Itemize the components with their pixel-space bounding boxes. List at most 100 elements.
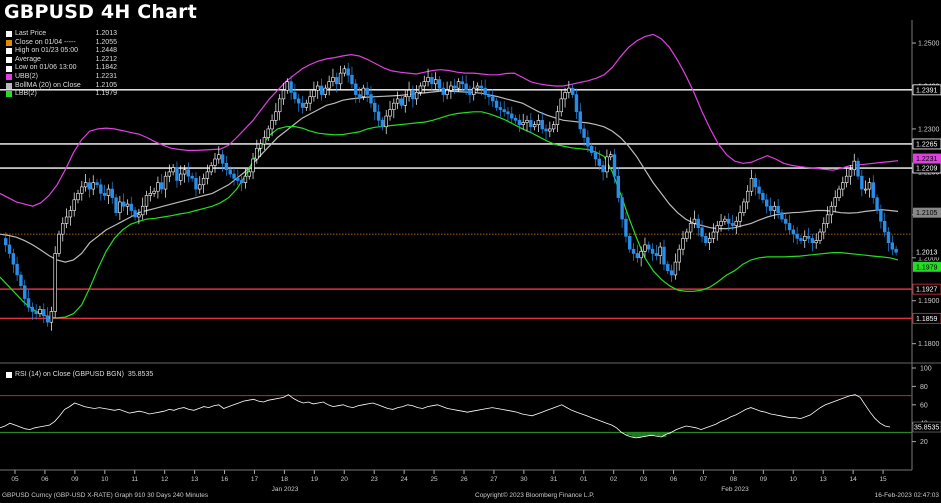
candle-body — [224, 162, 229, 171]
candle-body — [669, 270, 674, 276]
candle-body — [487, 94, 491, 98]
legend-row: High on 01/23 05:00 1.2448 — [6, 47, 117, 56]
candle-body — [441, 87, 445, 95]
level-label: 1.1859 — [916, 316, 938, 323]
footer-left: GBPUSD Curncy (GBP-USD X-RATE) Graph 910… — [2, 492, 209, 499]
candle-body — [589, 145, 594, 153]
candle-body — [395, 98, 400, 104]
candle-body — [871, 182, 875, 198]
candle-body — [738, 212, 742, 222]
candle-body — [643, 244, 647, 252]
indicator-badge — [913, 261, 941, 272]
legend-value: 1.1842 — [95, 64, 117, 72]
x-tick-label: 03 — [639, 476, 648, 483]
candle-body — [266, 128, 270, 138]
x-tick-label: 31 — [550, 476, 558, 483]
candle-body — [430, 77, 434, 85]
candle-body — [707, 238, 712, 244]
candle-body — [472, 87, 476, 95]
candle-body — [179, 173, 183, 181]
candle-body — [765, 199, 769, 207]
legend-swatch — [6, 48, 12, 55]
candle-body — [160, 182, 164, 190]
candle-body — [453, 85, 457, 89]
candle-body — [502, 109, 506, 113]
candle-body — [787, 223, 792, 231]
candle-body — [133, 210, 137, 218]
candle-body — [795, 233, 799, 239]
candle-body — [171, 167, 175, 173]
rsi-oversold-fill — [646, 432, 652, 437]
candle-body — [825, 214, 830, 224]
candle-body — [745, 190, 750, 203]
candle-body — [392, 102, 396, 110]
candle-body — [574, 94, 579, 113]
candle-body — [53, 253, 57, 312]
rsi-oversold-fill — [661, 432, 667, 437]
candle-body — [277, 98, 282, 113]
rsi-y-tick-label: 80 — [920, 384, 928, 391]
candle-body — [312, 89, 316, 98]
candle-body — [11, 253, 16, 265]
x-tick-label: 11 — [131, 476, 139, 483]
legend-swatch — [6, 82, 12, 89]
y-tick-label: 1.1900 — [918, 298, 940, 305]
rsi-swatch — [6, 371, 12, 378]
legend-swatch — [6, 39, 12, 46]
candle-body — [635, 253, 640, 259]
x-tick-label: 13 — [819, 476, 827, 483]
x-tick-label: 15 — [879, 476, 887, 483]
candle-body — [83, 182, 88, 188]
indicator-badge-label: 1.2013 — [916, 250, 938, 257]
legend-value: 1.2212 — [95, 55, 117, 63]
candle-body — [711, 231, 716, 239]
y-tick-label: 1.2000 — [918, 255, 940, 262]
level-badge — [912, 283, 941, 295]
candle-body — [42, 309, 46, 317]
lower-bollinger-band — [0, 111, 899, 319]
x-tick-label: 19 — [310, 476, 318, 483]
candle-body — [837, 188, 841, 198]
candle-body — [137, 214, 141, 218]
candle-body — [532, 124, 537, 128]
candle-body — [662, 246, 666, 265]
candle-body — [99, 184, 103, 194]
candle-body — [156, 182, 160, 192]
candle-body — [559, 98, 563, 113]
candle-body — [491, 96, 495, 102]
candle-body — [152, 190, 156, 194]
candle-body — [38, 309, 42, 314]
candle-body — [239, 180, 244, 183]
candle-body — [848, 169, 853, 177]
level-label: 1.2209 — [916, 166, 938, 173]
candle-body — [624, 218, 628, 237]
candle-body — [198, 184, 202, 190]
candle-body — [506, 111, 510, 115]
level-badge — [912, 312, 941, 324]
candle-body — [650, 248, 655, 254]
x-tick-label: 08 — [729, 476, 738, 483]
candle-body — [68, 210, 73, 218]
candle-body — [91, 182, 95, 190]
candle-body — [696, 218, 700, 229]
legend-swatch — [6, 31, 12, 38]
x-tick-label: 10 — [789, 476, 797, 483]
indicator-badge-label: 1.2231 — [916, 156, 938, 163]
price-legend: Last Price 1.2013 Close on 01/04 ----- 1.20… — [6, 30, 117, 99]
candle-body — [87, 182, 92, 190]
candle-body — [780, 212, 784, 220]
x-tick-label: 26 — [460, 476, 468, 483]
legend-swatch — [6, 57, 12, 64]
candle-body — [726, 218, 731, 224]
candle-body — [616, 175, 621, 198]
indicator-badge — [913, 153, 941, 164]
legend-label: LBB(2) — [15, 90, 37, 98]
candle-body — [422, 81, 426, 87]
candle-body — [262, 137, 267, 145]
candle-body — [544, 128, 548, 132]
x-tick-label: 23 — [370, 476, 378, 483]
candle-body — [258, 143, 263, 149]
x-tick-label: 06 — [41, 476, 49, 483]
candle-body — [479, 85, 484, 89]
legend-row: UBB(2) 1.2231 — [6, 73, 117, 82]
